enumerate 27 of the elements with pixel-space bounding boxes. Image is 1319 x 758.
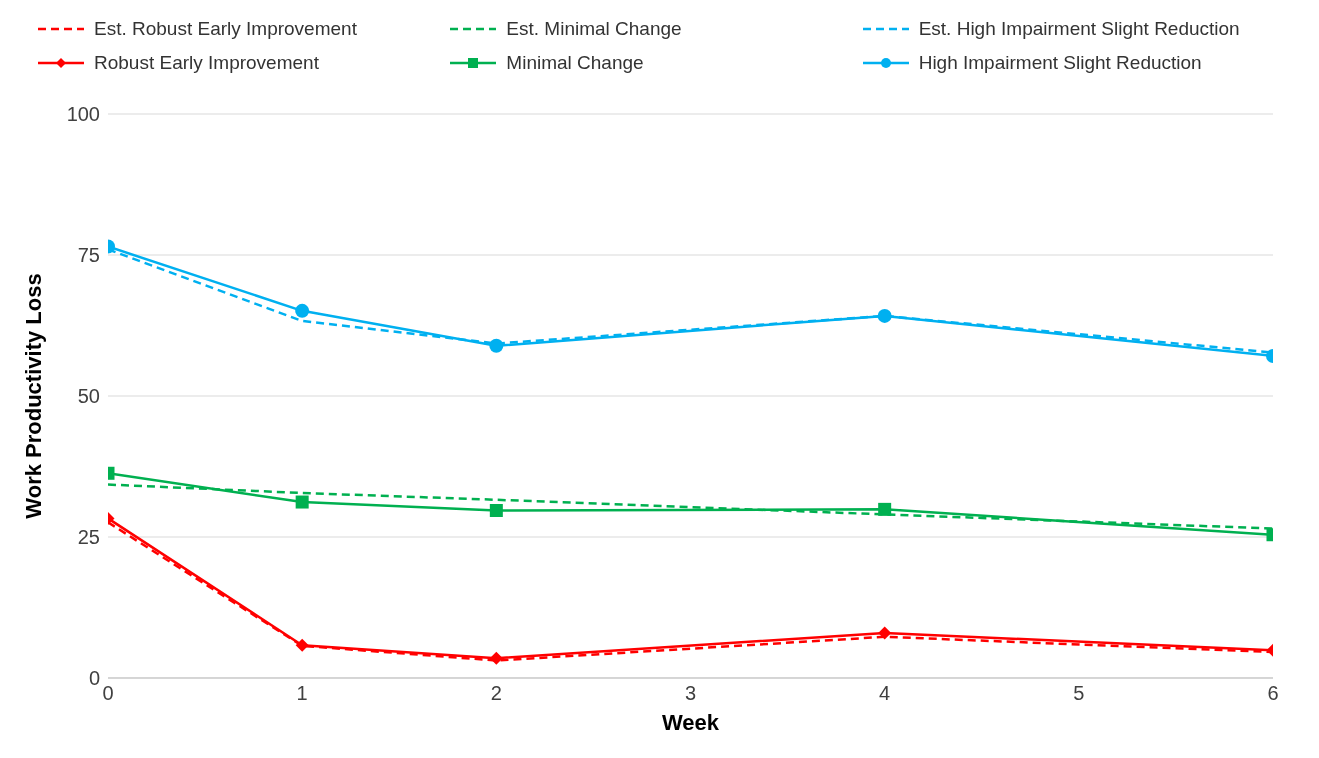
x-tick-label: 5 bbox=[1073, 682, 1085, 705]
y-tick-label: 100 bbox=[66, 103, 100, 126]
y-tick-label: 50 bbox=[77, 385, 100, 408]
legend-label: Est. Minimal Change bbox=[506, 18, 682, 40]
legend-label: Est. Robust Early Improvement bbox=[94, 18, 357, 40]
x-tick-label: 0 bbox=[102, 682, 114, 705]
point bbox=[489, 651, 503, 665]
x-axis-title: Week bbox=[661, 710, 720, 735]
point bbox=[878, 502, 892, 516]
legend-label: Minimal Change bbox=[506, 52, 644, 74]
y-tick-label: 0 bbox=[88, 667, 100, 690]
x-tick-label: 1 bbox=[296, 682, 308, 705]
x-tick-label: 3 bbox=[684, 682, 697, 705]
legend-label: High Impairment Slight Reduction bbox=[918, 52, 1202, 74]
point bbox=[295, 638, 309, 652]
y-tick-label: 75 bbox=[77, 244, 100, 267]
point bbox=[295, 495, 309, 509]
legend-label: Robust Early Improvement bbox=[94, 52, 319, 74]
y-tick-label: 25 bbox=[77, 526, 100, 549]
x-tick-label: 6 bbox=[1267, 682, 1279, 705]
point bbox=[489, 503, 503, 517]
point bbox=[878, 626, 892, 640]
point bbox=[877, 308, 892, 323]
x-tick-label: 2 bbox=[490, 682, 502, 705]
y-axis-title: Work Productivity Loss bbox=[20, 273, 46, 519]
legend-label: Est. High Impairment Slight Reduction bbox=[918, 18, 1240, 40]
x-tick-label: 4 bbox=[879, 682, 891, 705]
